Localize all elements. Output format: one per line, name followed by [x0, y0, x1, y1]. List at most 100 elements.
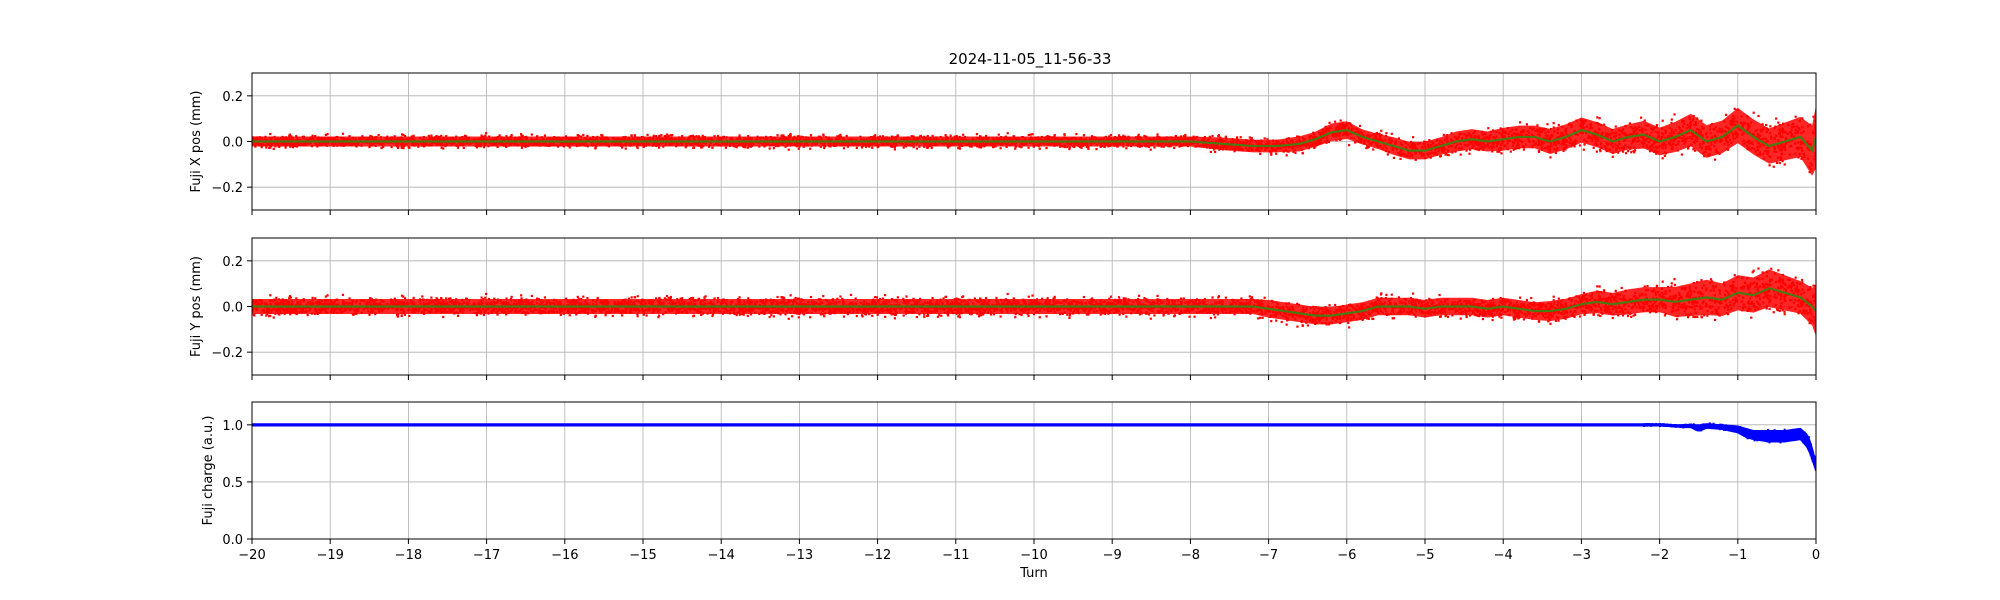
scatter-point	[601, 134, 604, 137]
scatter-point	[1509, 150, 1512, 153]
scatter-point	[836, 135, 839, 138]
scatter-point	[1775, 161, 1779, 164]
scatter-point	[1578, 144, 1582, 147]
scatter-point	[480, 134, 483, 137]
scatter-point	[1334, 120, 1337, 123]
scatter-point	[1209, 150, 1212, 154]
scatter-point	[744, 146, 747, 149]
scatter-point	[633, 134, 636, 137]
scatter-point	[789, 132, 792, 136]
scatter-point	[1085, 145, 1088, 148]
scatter-point	[1491, 150, 1494, 153]
scatter-point	[290, 135, 293, 138]
scatter-point	[484, 132, 488, 135]
scatter-point	[393, 135, 396, 138]
scatter-point	[724, 146, 728, 149]
scatter-point	[669, 134, 673, 137]
scatter-point	[1027, 133, 1030, 137]
scatter-point	[1214, 150, 1217, 154]
scatter-point	[787, 134, 790, 138]
scatter-point	[784, 145, 787, 148]
scatter-point	[874, 134, 877, 137]
scatter-point	[1014, 147, 1017, 150]
scatter-point	[341, 132, 345, 135]
scatter-point	[482, 146, 486, 149]
scatter-point	[1733, 107, 1736, 110]
scatter-point	[1006, 132, 1009, 135]
scatter-point	[1663, 154, 1667, 157]
scatter-point	[1761, 123, 1764, 126]
scatter-point	[1156, 133, 1159, 136]
scatter-point	[1147, 145, 1151, 148]
scatter-point	[295, 135, 298, 138]
scatter-point	[713, 135, 716, 138]
scatter-point	[1173, 146, 1176, 150]
scatter-point	[809, 147, 812, 150]
scatter-point	[1700, 119, 1703, 122]
scatter-point	[1080, 146, 1083, 149]
scatter-point	[1670, 118, 1673, 121]
scatter-point	[1109, 133, 1112, 137]
scatter-point	[576, 134, 579, 137]
scatter-point	[556, 145, 560, 148]
scatter-point	[456, 146, 460, 149]
scatter-point	[1582, 148, 1585, 151]
scatter-point	[839, 133, 842, 136]
scatter-point	[1598, 148, 1602, 151]
scatter-point	[1385, 132, 1388, 135]
scatter-point	[1444, 153, 1447, 156]
scatter-point	[931, 134, 934, 138]
scatter-point	[768, 147, 771, 150]
scatter-point	[1752, 111, 1755, 114]
scatter-point	[1694, 149, 1697, 152]
scatter-point	[368, 145, 371, 149]
scatter-point	[435, 134, 438, 138]
scatter-point	[1217, 135, 1220, 138]
scatter-point	[412, 134, 415, 137]
scatter-point	[1224, 135, 1227, 138]
scatter-point	[1661, 119, 1664, 122]
scatter-point	[809, 134, 813, 137]
scatter-point	[1063, 145, 1066, 149]
scatter-point	[958, 147, 962, 150]
scatter-point	[630, 134, 633, 137]
scatter-point	[890, 145, 893, 148]
scatter-point	[520, 135, 523, 138]
scatter-point	[1078, 145, 1082, 149]
scatter-point	[594, 146, 597, 149]
scatter-point	[1239, 136, 1242, 139]
scatter-point	[636, 146, 639, 150]
scatter-point	[1292, 150, 1295, 153]
scatter-point	[1153, 146, 1156, 149]
scatter-point	[912, 146, 915, 149]
scatter-point	[1628, 122, 1632, 125]
scatter-point	[397, 145, 400, 148]
scatter-point	[361, 135, 364, 138]
scatter-point	[746, 146, 749, 149]
scatter-point	[1235, 136, 1239, 139]
scatter-point	[403, 134, 407, 138]
scatter-point	[520, 133, 523, 136]
scatter-point	[520, 146, 524, 150]
scatter-point	[1633, 151, 1636, 154]
scatter-point	[1248, 136, 1251, 139]
scatter-point	[1546, 123, 1549, 126]
scatter-point	[1414, 158, 1417, 161]
scatter-point	[1554, 151, 1558, 155]
scatter-point	[1468, 148, 1472, 151]
scatter-point	[1768, 164, 1771, 167]
scatter-point	[893, 146, 896, 149]
scatter-point	[671, 134, 674, 137]
scatter-point	[524, 145, 527, 149]
scatter-point	[1670, 121, 1673, 124]
scatter-point	[1487, 127, 1490, 130]
scatter-point	[984, 134, 988, 138]
scatter-point	[1687, 147, 1690, 150]
scatter-point	[1777, 121, 1780, 124]
scatter-point	[962, 133, 965, 136]
scatter-point	[568, 146, 571, 149]
scatter-point	[1068, 146, 1071, 149]
scatter-point	[1794, 115, 1797, 118]
scatter-point	[1598, 117, 1601, 120]
scatter-point	[400, 146, 403, 149]
